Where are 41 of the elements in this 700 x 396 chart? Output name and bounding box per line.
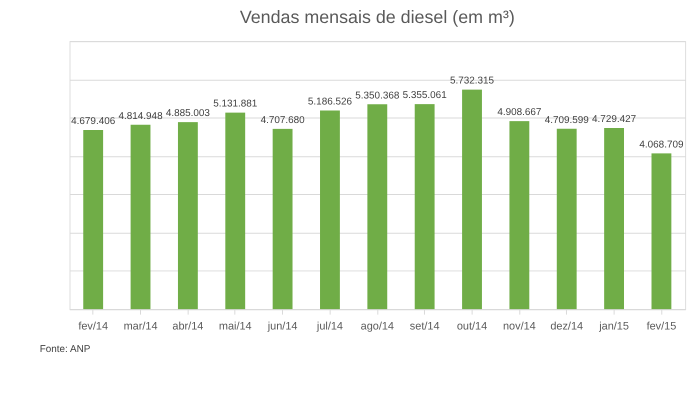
bar bbox=[272, 128, 293, 310]
chart-title: Vendas mensais de diesel (em m³) bbox=[240, 7, 515, 28]
data-label: 4.709.599 bbox=[544, 114, 590, 126]
data-label: 5.350.368 bbox=[355, 90, 400, 102]
data-label: 4.707.680 bbox=[260, 114, 306, 126]
x-tick-label: abr/14 bbox=[172, 320, 204, 333]
data-label: 4.908.667 bbox=[497, 107, 542, 118]
bar bbox=[367, 104, 388, 310]
data-label: 5.186.526 bbox=[308, 96, 352, 108]
bar bbox=[604, 128, 624, 310]
bar bbox=[83, 130, 104, 310]
bar bbox=[509, 121, 530, 310]
x-tick-label: nov/14 bbox=[502, 320, 536, 333]
data-label: 4.679.406 bbox=[71, 116, 116, 127]
data-label: 4.729.427 bbox=[592, 114, 637, 126]
data-label: 5.131.881 bbox=[213, 98, 258, 110]
x-tick-label: fev/15 bbox=[646, 320, 676, 333]
x-tick-label: jan/15 bbox=[598, 320, 629, 333]
data-label: 4.885.003 bbox=[166, 108, 210, 120]
source-note: Fonte: ANP bbox=[40, 344, 91, 355]
data-label: 5.732.315 bbox=[450, 76, 495, 87]
x-tick-label: out/14 bbox=[456, 320, 488, 333]
bar bbox=[130, 124, 150, 310]
x-tick-label: dez/14 bbox=[550, 320, 584, 333]
bar bbox=[414, 104, 435, 310]
x-tick-label: mar/14 bbox=[124, 320, 158, 333]
data-label: 4.814.948 bbox=[118, 110, 164, 122]
bar bbox=[320, 110, 340, 310]
x-tick-label: mai/14 bbox=[218, 320, 252, 333]
bar bbox=[225, 112, 246, 310]
data-label: 5.355.061 bbox=[402, 90, 448, 102]
x-tick-label: fev/14 bbox=[78, 320, 108, 333]
x-tick-label: set/14 bbox=[410, 320, 440, 333]
bar bbox=[178, 122, 198, 310]
bar bbox=[556, 128, 577, 310]
bar bbox=[462, 90, 482, 310]
x-tick-label: jun/14 bbox=[266, 320, 298, 333]
bar bbox=[652, 153, 672, 310]
x-tick-label: ago/14 bbox=[360, 320, 394, 333]
x-tick-label: jul/14 bbox=[316, 320, 343, 333]
data-label: 4.068.709 bbox=[639, 139, 684, 150]
